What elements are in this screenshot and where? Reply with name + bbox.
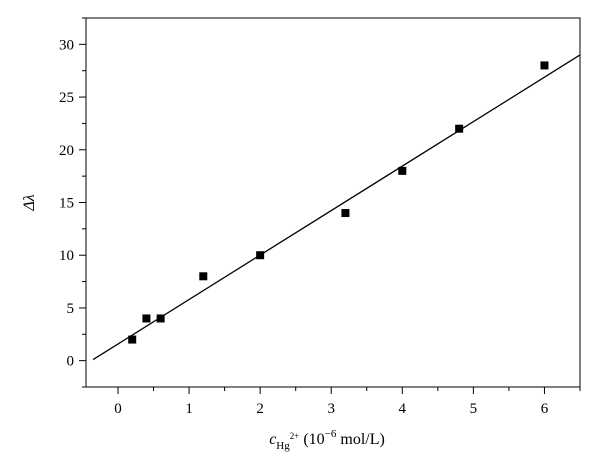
y-tick-label: 30 [59,37,74,53]
x-tick-label: 1 [185,401,193,417]
fit-line-layer [92,54,581,361]
data-point [199,272,208,281]
data-point [341,209,350,218]
x-tick-label: 5 [470,401,478,417]
data-point [398,166,407,175]
data-point [128,335,137,344]
x-tick-label: 2 [256,401,264,417]
axis-ticks [79,17,581,394]
x-axis-label-superscript: 2+ [290,431,300,441]
data-point [540,61,549,70]
x-axis-label-subscript: Hg [276,440,290,452]
y-tick-label: 10 [59,248,74,264]
x-tick-label: 6 [541,401,549,417]
y-axis-label: Δλ [21,194,38,211]
x-axis-label-symbol: c [269,431,276,448]
x-axis-label: cHg2+ (10−6 mol/L) [269,428,385,452]
x-tick-label: 3 [327,401,335,417]
y-tick-label: 5 [67,301,75,317]
data-point [142,314,151,323]
x-axis-label-unit-tail: mol/L) [336,431,384,448]
data-point [256,251,265,260]
x-axis-label-unit-exponent: −6 [325,428,337,440]
plot-frame [85,17,581,388]
data-point [455,124,464,133]
x-tick-label: 4 [399,401,407,417]
x-tick-label: 0 [114,401,122,417]
y-tick-label: 25 [59,90,74,106]
data-points [128,61,549,344]
tick-labels: 0 1 2 3 4 5 6 0 5 10 15 20 25 30 [59,37,549,417]
x-axis-label-unit: (10 [303,431,324,448]
y-tick-label: 15 [59,196,74,212]
y-tick-label: 0 [67,354,75,370]
fit-line [92,54,581,361]
data-point [156,314,165,323]
y-tick-label: 20 [59,143,74,159]
